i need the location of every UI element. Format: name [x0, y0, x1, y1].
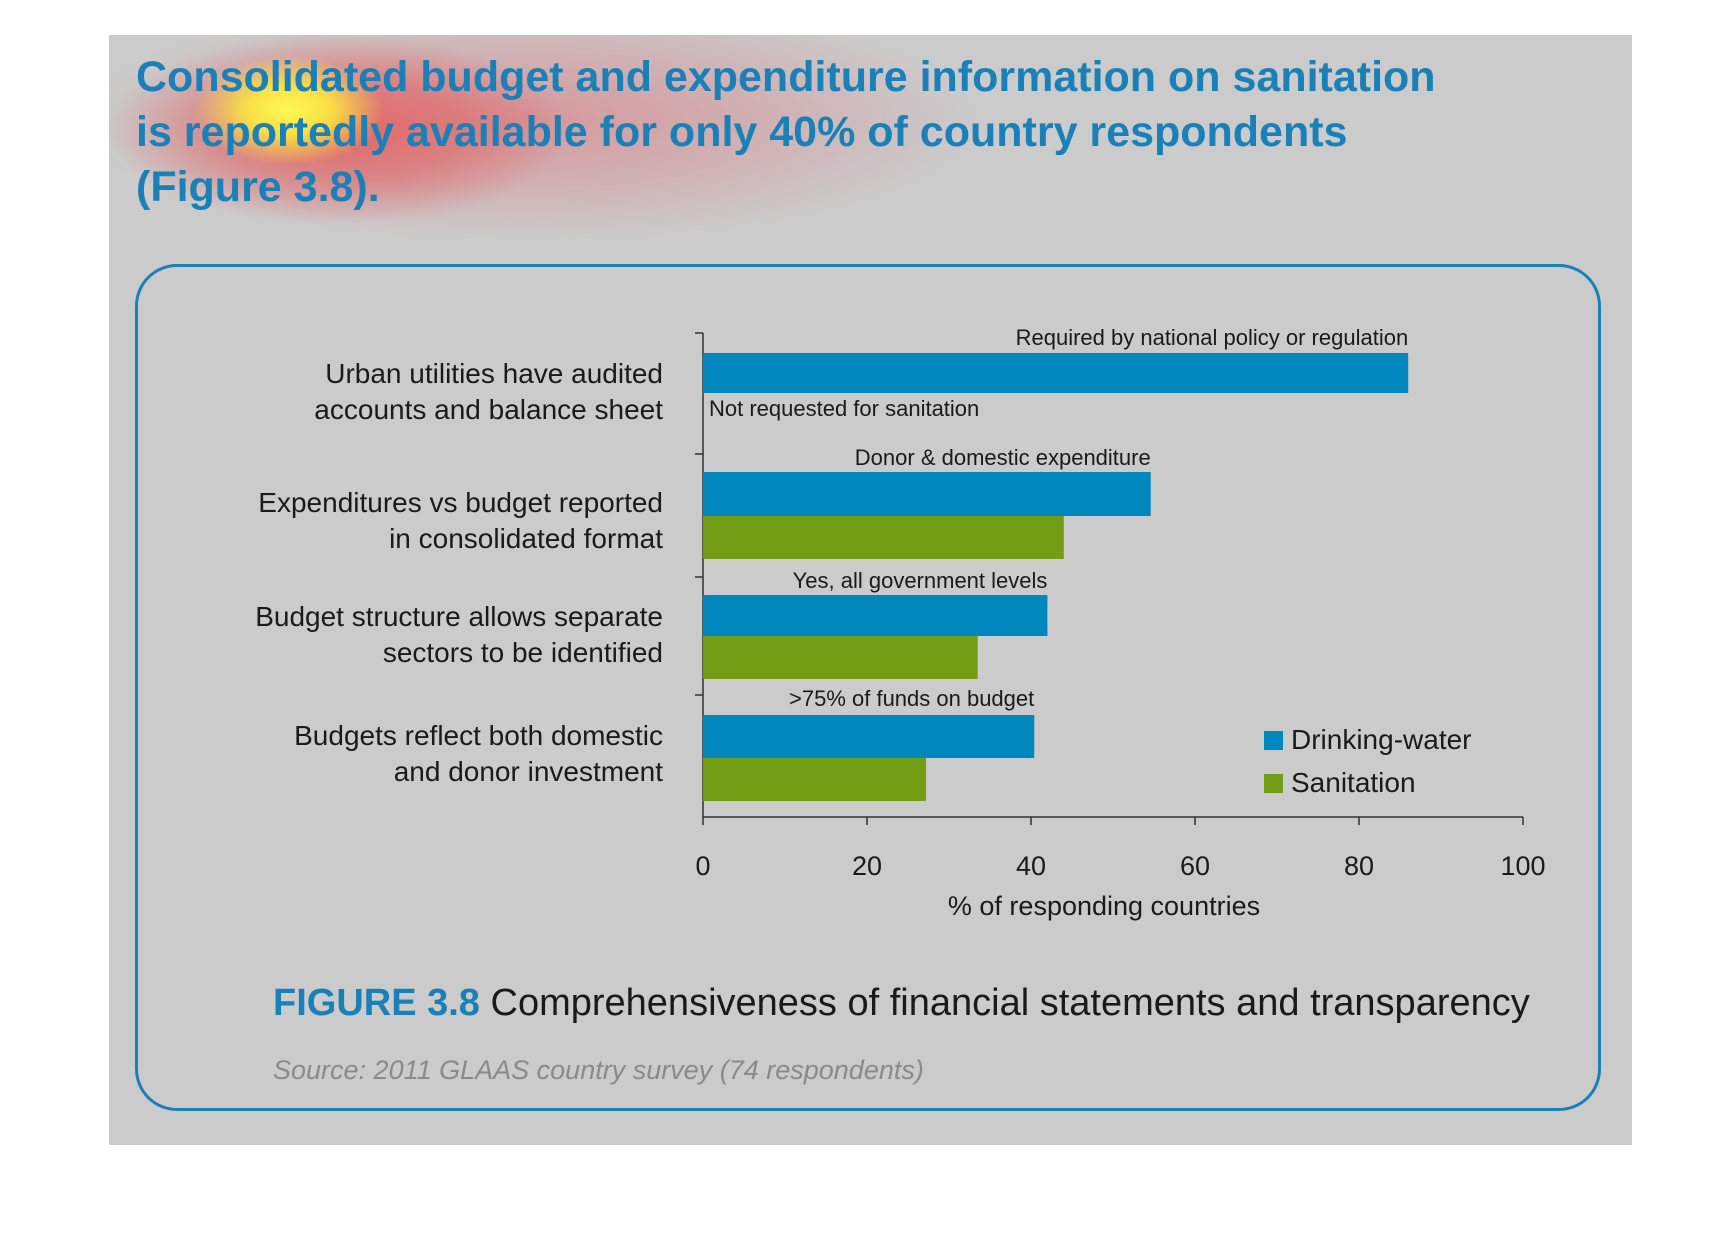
- headline-line: (Figure 3.8).: [136, 163, 380, 211]
- x-axis-label: % of responding countries: [948, 891, 1260, 921]
- slide: Consolidated budget and expenditure info…: [109, 35, 1632, 1145]
- figure-caption: FIGURE 3.8 Comprehensiveness of financia…: [273, 982, 1530, 1025]
- figure-title: Comprehensiveness of financial statement…: [490, 982, 1530, 1024]
- category-label: Expenditures vs budget reported: [258, 487, 663, 518]
- x-tick-label: 100: [1500, 851, 1545, 881]
- headline-line: Consolidated budget and expenditure info…: [136, 53, 1436, 101]
- x-tick-label: 80: [1344, 851, 1374, 881]
- bar-annotation: Yes, all government levels: [793, 568, 1048, 593]
- category-label: sectors to be identified: [383, 637, 663, 668]
- legend-label: Sanitation: [1291, 767, 1416, 798]
- bar-annotation: Required by national policy or regulatio…: [1016, 325, 1409, 350]
- bar-drinking-water: [703, 472, 1151, 516]
- category-label: and donor investment: [394, 756, 664, 787]
- bar-chart: 0 20 40 60 80 100 % of responding countries Urb…: [255, 325, 1545, 921]
- legend-swatch: [1264, 774, 1283, 793]
- bar-annotation: >75% of funds on budget: [789, 686, 1034, 711]
- headline: Consolidated budget and expenditure info…: [136, 50, 1586, 215]
- bar-drinking-water: [703, 353, 1409, 393]
- x-tick-label: 40: [1016, 851, 1046, 881]
- legend-label: Drinking-water: [1291, 724, 1472, 755]
- bar-sanitation: [703, 636, 978, 679]
- category-label: Urban utilities have audited: [325, 358, 663, 389]
- figure-number: FIGURE 3.8: [273, 982, 480, 1024]
- category-label: Budget structure allows separate: [255, 601, 663, 632]
- bar-sanitation: [703, 516, 1064, 559]
- missing-data-note: Not requested for sanitation: [709, 396, 979, 421]
- x-tick-label: 20: [852, 851, 882, 881]
- x-tick-label: 0: [695, 851, 710, 881]
- figure-panel: [135, 264, 1601, 1111]
- category-label: Budgets reflect both domestic: [294, 720, 663, 751]
- category-label: in consolidated format: [389, 523, 663, 554]
- figure-source: Source: 2011 GLAAS country survey (74 re…: [273, 1055, 924, 1085]
- bar-annotation: Donor & domestic expenditure: [855, 445, 1151, 470]
- bar-sanitation: [703, 758, 927, 801]
- bar-drinking-water: [703, 595, 1048, 636]
- headline-line: is reportedly available for only 40% of …: [136, 108, 1348, 156]
- category-label: accounts and balance sheet: [314, 394, 663, 425]
- bar-drinking-water: [703, 715, 1035, 758]
- legend-swatch: [1264, 731, 1283, 750]
- x-tick-label: 60: [1180, 851, 1210, 881]
